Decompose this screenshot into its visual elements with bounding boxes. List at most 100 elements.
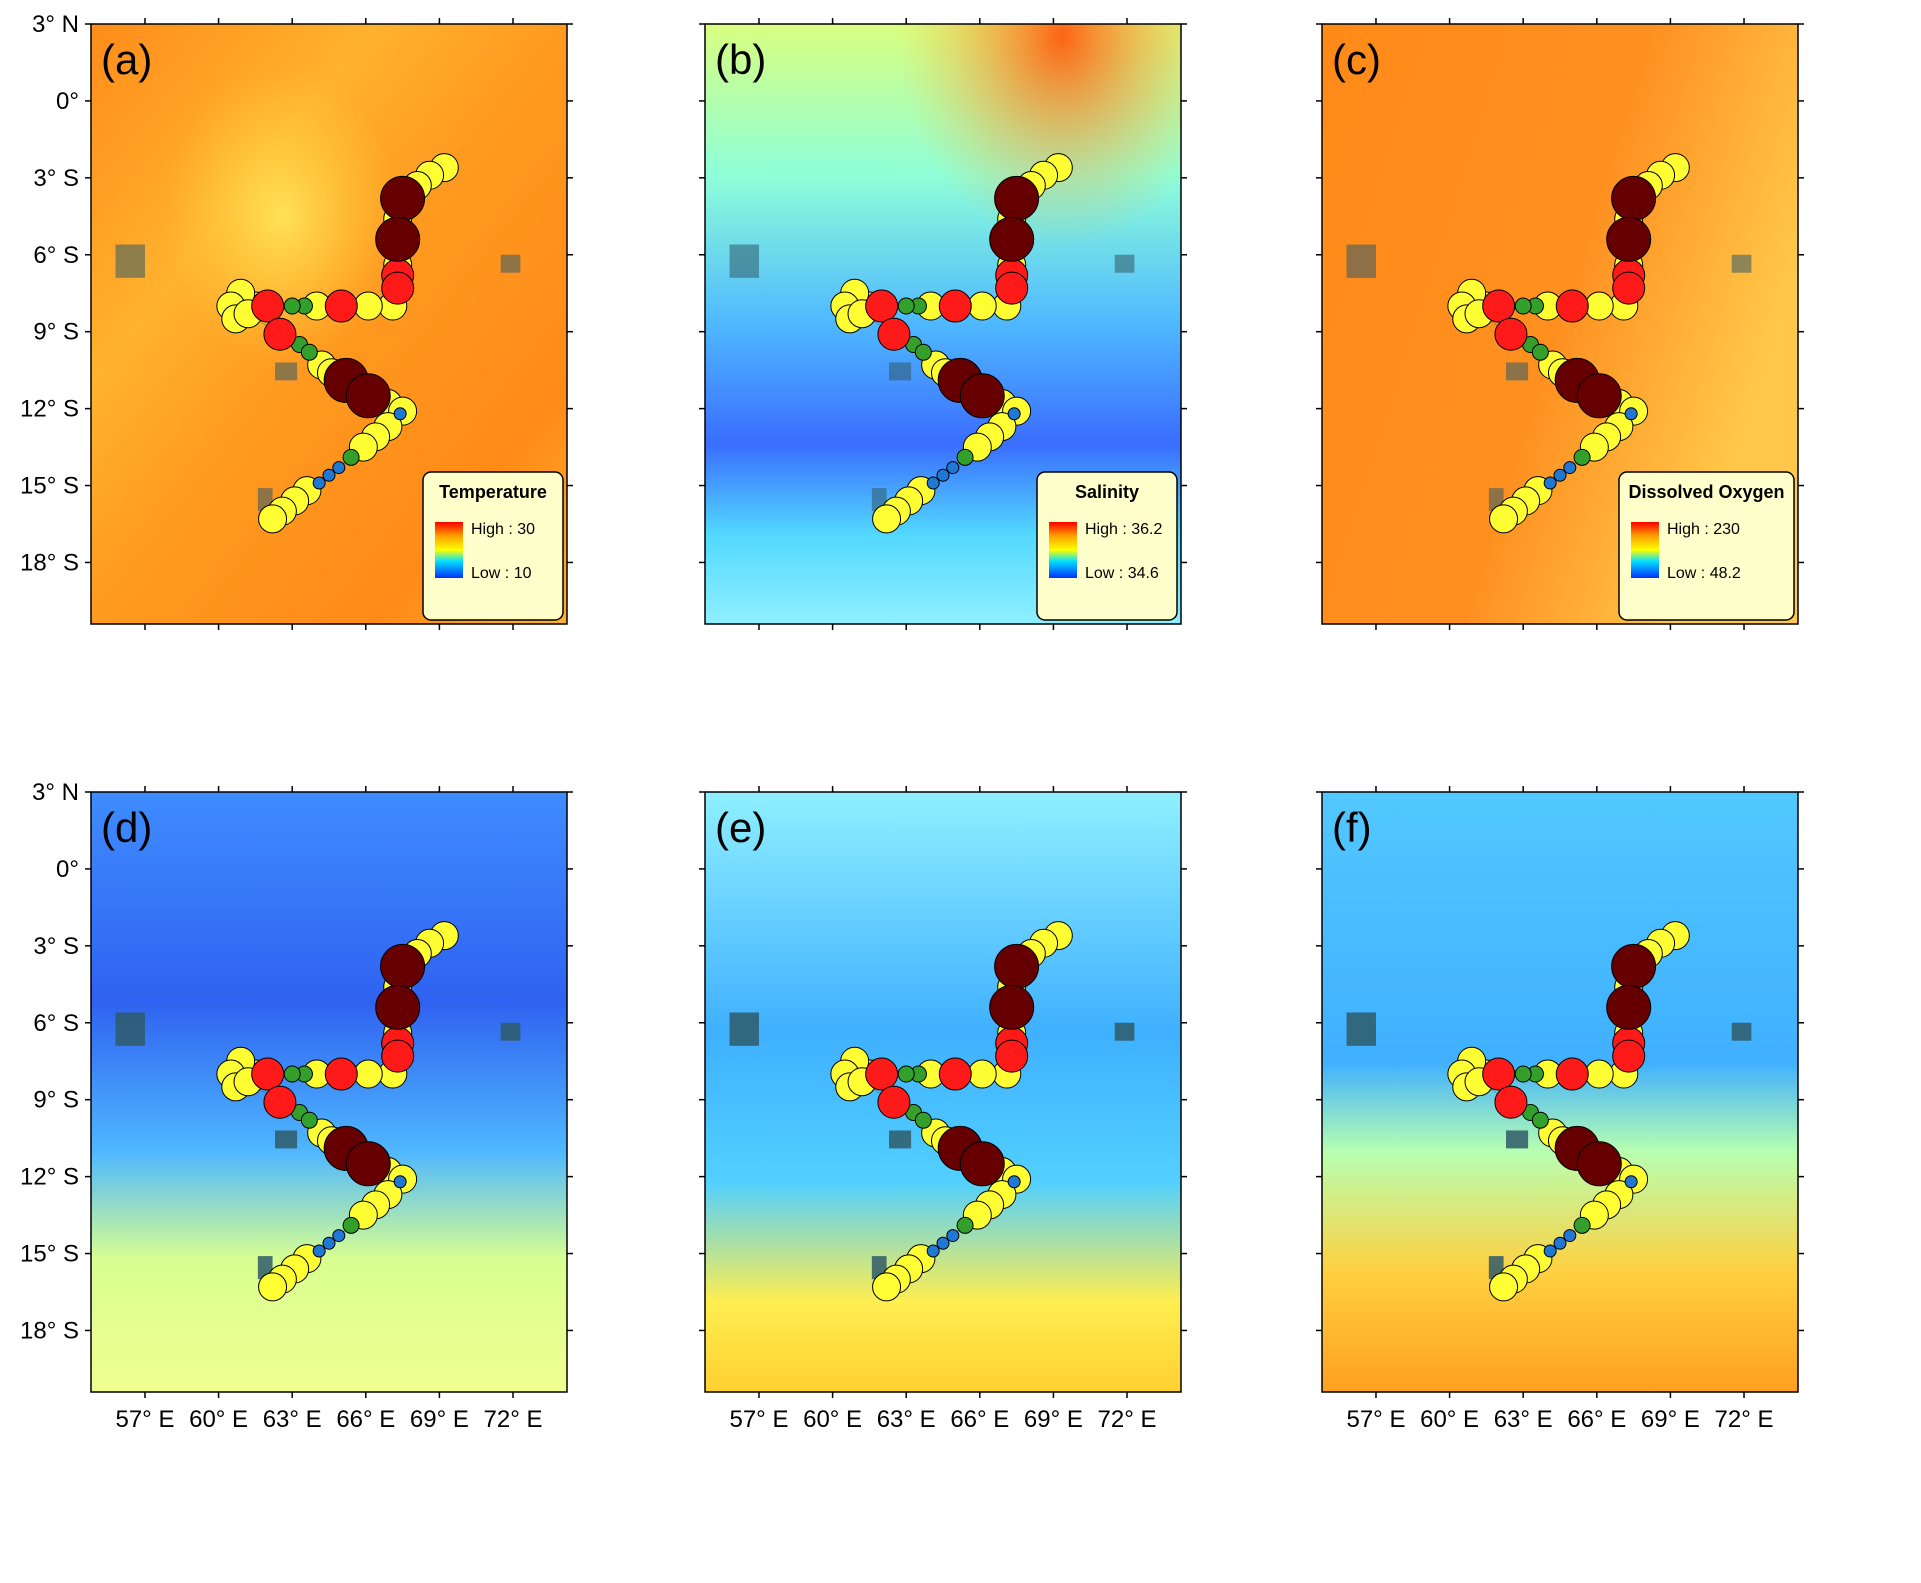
station-marker bbox=[1553, 468, 1567, 482]
station-marker bbox=[283, 297, 301, 315]
lon-label: 69° E bbox=[1024, 1406, 1083, 1433]
station-marker bbox=[967, 291, 997, 321]
station-marker bbox=[938, 1057, 972, 1091]
station-marker bbox=[1007, 407, 1021, 421]
station-marker bbox=[967, 1059, 997, 1089]
panel-label: (b) bbox=[715, 36, 766, 83]
station-marker bbox=[1543, 1244, 1557, 1258]
station-marker bbox=[872, 504, 902, 534]
lat-label: 12° S bbox=[20, 1164, 79, 1191]
shoal-patch bbox=[500, 1022, 521, 1041]
map-panel-1: 3° N 0° 3° S 6° S 9° S 12° S 15° S 18° S (a) Temp… bbox=[20, 11, 573, 630]
station-marker bbox=[914, 343, 932, 361]
station-marker bbox=[353, 291, 383, 321]
station-marker bbox=[865, 1057, 899, 1091]
station-marker bbox=[1611, 175, 1657, 221]
shoal-patch bbox=[500, 254, 521, 273]
map-frame bbox=[704, 791, 1182, 1393]
station-marker bbox=[926, 476, 940, 490]
panel-label: (e) bbox=[715, 804, 766, 851]
legend-high: High : 36.2 bbox=[1085, 521, 1162, 538]
station-marker bbox=[300, 1111, 318, 1129]
shoal-patch bbox=[1506, 1130, 1529, 1149]
shoal-patch bbox=[1114, 1022, 1135, 1041]
lon-label: 63° E bbox=[877, 1406, 936, 1433]
lon-label: 57° E bbox=[115, 1406, 174, 1433]
panel-label: (a) bbox=[101, 36, 152, 83]
map-frame bbox=[1321, 23, 1799, 625]
station-marker bbox=[946, 1229, 960, 1243]
lon-label: 66° E bbox=[950, 1406, 1009, 1433]
shoal-patch bbox=[115, 1012, 145, 1046]
station-marker bbox=[312, 476, 326, 490]
lat-label: 6° S bbox=[33, 242, 79, 269]
station-marker bbox=[1555, 1057, 1589, 1091]
lat-label: 6° S bbox=[33, 1010, 79, 1037]
station-marker bbox=[1489, 1272, 1519, 1302]
legend-title: Salinity bbox=[1075, 482, 1139, 502]
station-marker bbox=[995, 271, 1029, 305]
shoal-patch bbox=[729, 244, 759, 278]
lon-label: 60° E bbox=[803, 1406, 862, 1433]
lon-label: 72° E bbox=[484, 1406, 543, 1433]
station-marker bbox=[938, 289, 972, 323]
station-marker bbox=[995, 1039, 1029, 1073]
legend: Salinity High : 36.2 Low : 34.6 bbox=[1036, 471, 1178, 621]
station-marker bbox=[258, 1272, 288, 1302]
ocean-field bbox=[705, 792, 1181, 1392]
lon-label: 72° E bbox=[1715, 1406, 1774, 1433]
station-marker bbox=[1482, 289, 1516, 323]
station-marker bbox=[342, 1216, 360, 1234]
station-marker bbox=[926, 1244, 940, 1258]
map-panel-2: (b) Salinity High : 36.2 Low : 34.6 bbox=[699, 18, 1187, 630]
station-marker bbox=[283, 1065, 301, 1083]
lat-label: 15° S bbox=[20, 473, 79, 500]
lon-label: 60° E bbox=[1420, 1406, 1479, 1433]
station-marker bbox=[956, 448, 974, 466]
station-marker bbox=[393, 1175, 407, 1189]
shoal-patch bbox=[889, 1130, 912, 1149]
lat-label: 12° S bbox=[20, 396, 79, 423]
lon-label: 60° E bbox=[189, 1406, 248, 1433]
shoal-patch bbox=[1346, 1012, 1376, 1046]
station-marker bbox=[1606, 984, 1652, 1030]
shoal-patch bbox=[1346, 244, 1376, 278]
station-marker bbox=[375, 216, 421, 262]
station-marker bbox=[322, 1236, 336, 1250]
legend-box bbox=[1618, 471, 1795, 621]
station-marker bbox=[877, 1085, 911, 1119]
lon-label: 63° E bbox=[1494, 1406, 1553, 1433]
station-marker bbox=[251, 1057, 285, 1091]
lat-label: 9° S bbox=[33, 1087, 79, 1114]
lon-label: 72° E bbox=[1098, 1406, 1157, 1433]
shoal-patch bbox=[889, 362, 912, 381]
lat-label: 18° S bbox=[20, 549, 79, 576]
station-marker bbox=[897, 1065, 915, 1083]
map-frame bbox=[704, 23, 1182, 625]
station-marker bbox=[332, 461, 346, 475]
lon-label: 63° E bbox=[263, 1406, 322, 1433]
station-marker bbox=[380, 943, 426, 989]
lat-label: 0° bbox=[56, 856, 79, 883]
station-marker bbox=[1624, 1175, 1638, 1189]
ocean-field bbox=[1322, 792, 1798, 1392]
station-marker bbox=[1007, 1175, 1021, 1189]
station-marker bbox=[914, 1111, 932, 1129]
station-marker bbox=[959, 373, 1005, 419]
station-marker bbox=[263, 1085, 297, 1119]
station-marker bbox=[946, 461, 960, 475]
station-marker bbox=[1531, 1111, 1549, 1129]
shoal-patch bbox=[1114, 254, 1135, 273]
station-marker bbox=[897, 297, 915, 315]
station-marker bbox=[300, 343, 318, 361]
shoal-patch bbox=[1731, 254, 1752, 273]
station-marker bbox=[1624, 407, 1638, 421]
station-marker bbox=[936, 1236, 950, 1250]
station-marker bbox=[312, 1244, 326, 1258]
map-frame bbox=[90, 791, 568, 1393]
shoal-patch bbox=[729, 1012, 759, 1046]
lat-label: 0° bbox=[56, 88, 79, 115]
legend-low: Low : 10 bbox=[471, 565, 532, 582]
station-marker bbox=[1611, 943, 1657, 989]
